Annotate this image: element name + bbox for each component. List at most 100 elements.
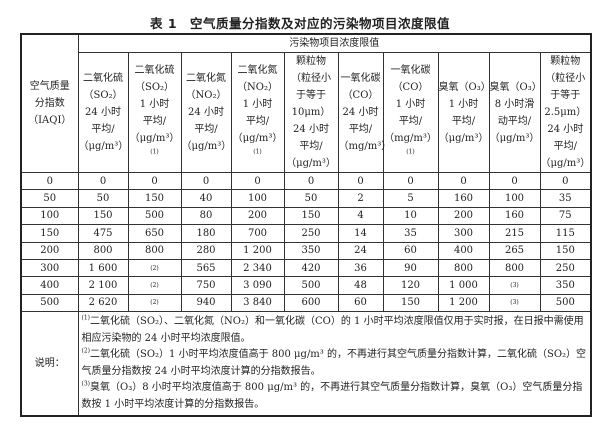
limit-value: 350 <box>283 241 339 260</box>
limit-value: 50 <box>283 189 339 208</box>
limit-value: 0 <box>382 171 439 191</box>
limit-value: (3) <box>488 276 541 295</box>
note-text: 二氧化硫（SO₂）、二氧化氮（NO₂）和一氧化碳（CO）的 1 小时平均浓度限值… <box>81 316 584 344</box>
iaqi-value: 50 <box>20 189 79 208</box>
iaqi-header-line: 空气质量 <box>29 81 70 92</box>
limit-value: 75 <box>539 206 592 226</box>
limit-value: 200 <box>437 206 490 226</box>
column-header-line: （mg/m³） <box>338 141 392 152</box>
column-header-line: 平均/ <box>451 115 476 127</box>
iaqi-value: 500 <box>20 293 79 313</box>
limit-value: 100 <box>230 189 285 208</box>
limit-value: 350 <box>539 276 592 295</box>
notes-content: (1)二氧化硫（SO₂）、二氧化氮（NO₂）和一氧化碳（CO）的 1 小时平均浓… <box>77 311 592 417</box>
limit-value: 0 <box>127 171 182 191</box>
limit-value: 475 <box>77 224 129 243</box>
footnote-mark: (3) <box>510 299 519 307</box>
limit-value: 1 200 <box>437 293 490 313</box>
limit-value: 200 <box>230 206 285 226</box>
limit-value: 940 <box>180 293 232 313</box>
column-header-unit-text: （μg/m³） <box>129 132 180 144</box>
column-header: 二氧化氮 （NO₂） 1 小时 平均/ （μg/m³） (1) <box>230 52 285 173</box>
limit-value: 215 <box>488 224 541 243</box>
column-header-line: 8 小时滑 <box>494 98 535 110</box>
iaqi-value: 150 <box>20 224 79 243</box>
table-row: 100 150 500 80 200 150 4 10 200 160 75 <box>20 206 592 226</box>
limit-value: (3) <box>488 293 541 313</box>
column-header-line: 臭氧（O₃） <box>489 81 542 93</box>
column-header-line: 动平均/ <box>497 115 532 127</box>
limit-value: 1 600 <box>77 258 129 278</box>
limit-value: 35 <box>382 224 439 243</box>
table-row: 200 800 800 280 1 200 350 24 60 400 265 150 <box>20 241 592 260</box>
table-row: 500 2 620 (2) 940 3 840 600 60 150 1 200 (3) 500 <box>20 293 592 313</box>
limit-value: 48 <box>337 276 384 295</box>
table-row: 150 475 650 180 700 250 14 35 300 215 115 <box>20 224 592 243</box>
footnote-mark: (1) <box>406 148 415 156</box>
limit-value: (2) <box>127 293 182 313</box>
limit-value: 0 <box>283 171 339 191</box>
column-header-line: 1 小时 <box>242 98 273 110</box>
limit-value: 180 <box>180 224 232 243</box>
column-header-line: 1 小时 <box>139 98 170 110</box>
column-header-unit-text: （μg/m³） <box>232 132 283 144</box>
limit-value: 700 <box>230 224 285 243</box>
limit-value: 4 <box>337 206 384 226</box>
column-header-line: 平均/ <box>245 115 270 127</box>
pollutant-group-header: 污染物项目浓度限值 <box>77 33 592 53</box>
limit-value: 265 <box>488 241 541 260</box>
column-header-line: （μg/m³） <box>286 158 336 169</box>
limit-value: 60 <box>337 293 384 313</box>
column-header: 臭氧（O₃） 1 小时 平均/ （μg/m³） <box>437 52 491 173</box>
limit-value: 160 <box>488 206 541 226</box>
table-row: 400 2 100 (2) 750 3 090 500 48 120 1 000 (3) 350 <box>20 276 592 295</box>
limit-value: 750 <box>180 276 232 295</box>
column-header-line: 1 小时 <box>395 98 426 110</box>
note-item: (2)二氧化硫（SO₂）1 小时平均浓度值高于 800 μg/m³ 的，不再进行… <box>82 347 588 380</box>
column-header-line: 于等于 <box>550 90 581 101</box>
iaqi-value: 100 <box>20 206 79 226</box>
limit-value: 1 200 <box>230 241 285 260</box>
footnote-mark: (1) <box>253 148 262 156</box>
limit-value: 24 <box>337 241 384 260</box>
limit-value: 565 <box>180 258 232 278</box>
column-header-line: 24 小时 <box>85 107 121 118</box>
limit-value: 800 <box>127 241 182 260</box>
column-header-line: （NO₂） <box>185 90 227 101</box>
limit-value: 50 <box>77 189 129 208</box>
limit-value: (2) <box>127 258 182 278</box>
limit-value: 150 <box>539 241 592 260</box>
limit-value: 100 <box>488 189 541 208</box>
limit-value: 280 <box>180 241 232 260</box>
limit-value: 0 <box>437 171 490 191</box>
limit-value: 650 <box>127 224 182 243</box>
iaqi-value: 0 <box>20 171 79 191</box>
column-header-line: 24 小时 <box>293 124 329 135</box>
iaqi-header-line: （IAQI） <box>28 115 72 126</box>
limit-value: 150 <box>77 206 129 226</box>
limit-value: 35 <box>539 189 592 208</box>
footnote-mark: (2) <box>150 282 159 290</box>
column-header-line: 平均/ <box>398 115 423 127</box>
limit-value: (2) <box>127 276 182 295</box>
column-header-line: 一氧化碳 <box>390 64 431 76</box>
limit-value: 36 <box>337 258 384 278</box>
column-header-line: （μg/m³） <box>540 158 591 169</box>
column-header: 二氧化硫 （SO₂） 1 小时 平均/ （μg/m³） (1) <box>127 52 182 173</box>
footnote-mark: (1) <box>81 314 91 322</box>
limit-value: 0 <box>337 171 384 191</box>
limit-value: 0 <box>488 171 541 191</box>
column-header-line: 于等于 <box>296 90 326 101</box>
notes-label: 说明： <box>20 311 79 417</box>
limit-value: 250 <box>539 258 592 278</box>
column-header-line: （μg/m³） <box>438 132 489 144</box>
table-title: 表 1 空气质量分指数及对应的污染物项目浓度限值 <box>149 16 451 31</box>
column-header-line: （粒径小 <box>545 73 586 84</box>
note-item: (3)臭氧（O₃）8 小时平均浓度值高于 800 μg/m³ 的，不再进行其空气… <box>82 380 588 413</box>
limit-value: 0 <box>230 171 285 191</box>
limit-value: 115 <box>539 224 592 243</box>
column-header-line: （NO₂） <box>237 81 278 93</box>
column-header-line: 平均/ <box>194 124 218 135</box>
column-header-line: 24 小时 <box>342 107 379 118</box>
